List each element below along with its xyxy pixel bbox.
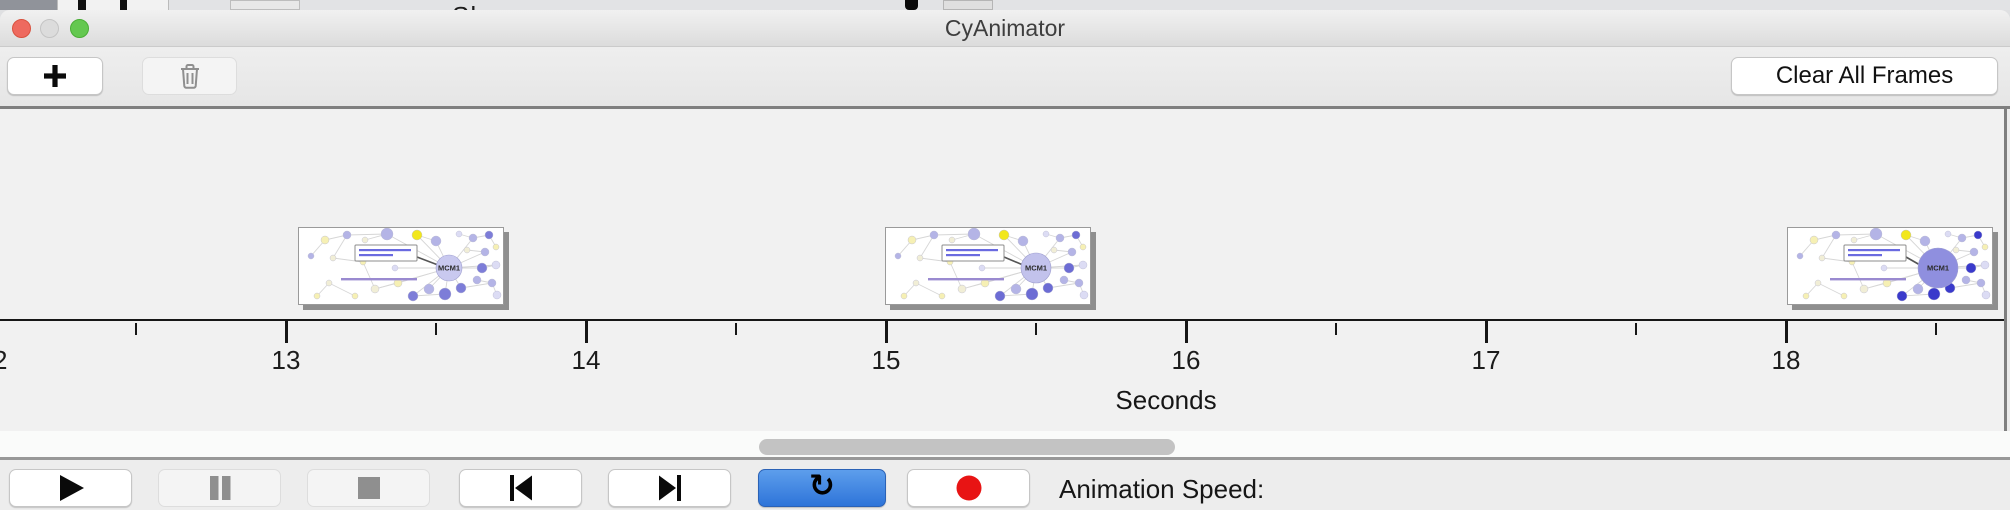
- ruler-minor-tick: [735, 323, 737, 335]
- frame-thumbnail[interactable]: MCM1: [1787, 227, 1993, 305]
- frame-thumbnail[interactable]: MCM1: [885, 227, 1091, 305]
- close-window-button[interactable]: [12, 19, 31, 38]
- skip-to-end-icon: [658, 475, 681, 501]
- frame-toolbar: Clear All Frames: [0, 47, 2010, 106]
- ruler-tick-label: 14: [571, 345, 601, 375]
- play-icon: [59, 475, 84, 501]
- ruler-minor-tick: [435, 323, 437, 335]
- ruler-major-tick: [285, 321, 288, 343]
- cyanimator-window: CyAnimator Clear All Frames 2 Seconds: [0, 10, 2010, 510]
- ruler-tick-label: 15: [871, 345, 901, 375]
- ruler-minor-tick: [135, 323, 137, 335]
- skip-to-start-icon: [509, 475, 532, 501]
- ruler-major-tick: [885, 321, 888, 343]
- ruler-major-tick: [1185, 321, 1188, 343]
- record-icon: [956, 475, 981, 501]
- zoom-window-button[interactable]: [70, 19, 89, 38]
- ruler-tick-label: 13: [271, 345, 301, 375]
- network-preview-image: MCM1: [307, 228, 502, 302]
- background-panel-fragment: [57, 0, 169, 10]
- minimize-window-button[interactable]: [40, 19, 59, 38]
- title-bar[interactable]: CyAnimator: [0, 10, 2010, 47]
- ruler-tick-label: 17: [1471, 345, 1501, 375]
- ruler-minor-tick: [1935, 323, 1937, 335]
- stop-button[interactable]: [307, 469, 430, 507]
- background-shape-label: Shape: [452, 1, 532, 10]
- background-box-fragment: [943, 0, 993, 10]
- center-node-label: MCM1: [1025, 264, 1047, 273]
- trash-icon: [180, 64, 199, 89]
- background-box-fragment: [230, 0, 300, 10]
- network-preview-image: MCM1: [894, 228, 1089, 302]
- timeline-scrollbar-track[interactable]: [0, 431, 2010, 457]
- background-glyph-fragment: [120, 0, 127, 10]
- center-node-label: MCM1: [438, 264, 460, 273]
- ruler-tick-label: 18: [1771, 345, 1801, 375]
- animation-speed-label: Animation Speed:: [1059, 474, 1265, 504]
- playbar-divider: [0, 457, 2010, 460]
- panel-top-border: [0, 106, 2010, 109]
- ruler-tick-label: 16: [1171, 345, 1201, 375]
- clear-all-frames-button[interactable]: Clear All Frames: [1731, 57, 1998, 95]
- frame-thumbnail[interactable]: MCM1: [298, 227, 504, 305]
- add-frame-button[interactable]: [7, 57, 103, 95]
- ruler-minor-tick: [1635, 323, 1637, 335]
- loop-button[interactable]: ↻: [758, 469, 886, 507]
- record-button[interactable]: [907, 469, 1030, 507]
- tick-label-partial: 2: [0, 345, 8, 375]
- timeline-axis-label: Seconds: [1115, 385, 1217, 415]
- center-node-label: MCM1: [1927, 264, 1949, 273]
- ruler-minor-tick: [1035, 323, 1037, 335]
- loop-icon: ↻: [809, 467, 835, 504]
- window-title: CyAnimator: [944, 15, 1066, 41]
- stop-icon: [357, 477, 380, 499]
- ruler-minor-tick: [1335, 323, 1337, 335]
- background-glyph-fragment: [905, 0, 918, 10]
- ruler-major-tick: [1785, 321, 1788, 343]
- pause-button[interactable]: [158, 469, 281, 507]
- ruler-major-tick: [585, 321, 588, 343]
- timeline-ruler-line: [0, 319, 2004, 321]
- background-toolbar-fragment: [0, 0, 57, 10]
- timeline-scrollbar-thumb[interactable]: [759, 439, 1175, 455]
- plus-icon: [44, 65, 66, 87]
- delete-frame-button[interactable]: [142, 57, 237, 95]
- skip-to-end-button[interactable]: [608, 469, 731, 507]
- ruler-major-tick: [1485, 321, 1488, 343]
- play-button[interactable]: [9, 469, 132, 507]
- timeline-panel[interactable]: 2 Seconds 13 14 15 16 17 18 MCM1 MCM1 MCM1: [0, 109, 2007, 447]
- network-preview-image: MCM1: [1796, 228, 1991, 302]
- playback-bar: Animation Speed: ↻: [0, 460, 2010, 510]
- background-app-strip: Shape: [0, 0, 2010, 10]
- pause-icon: [209, 476, 230, 500]
- skip-to-start-button[interactable]: [459, 469, 582, 507]
- background-glyph-fragment: [78, 0, 86, 10]
